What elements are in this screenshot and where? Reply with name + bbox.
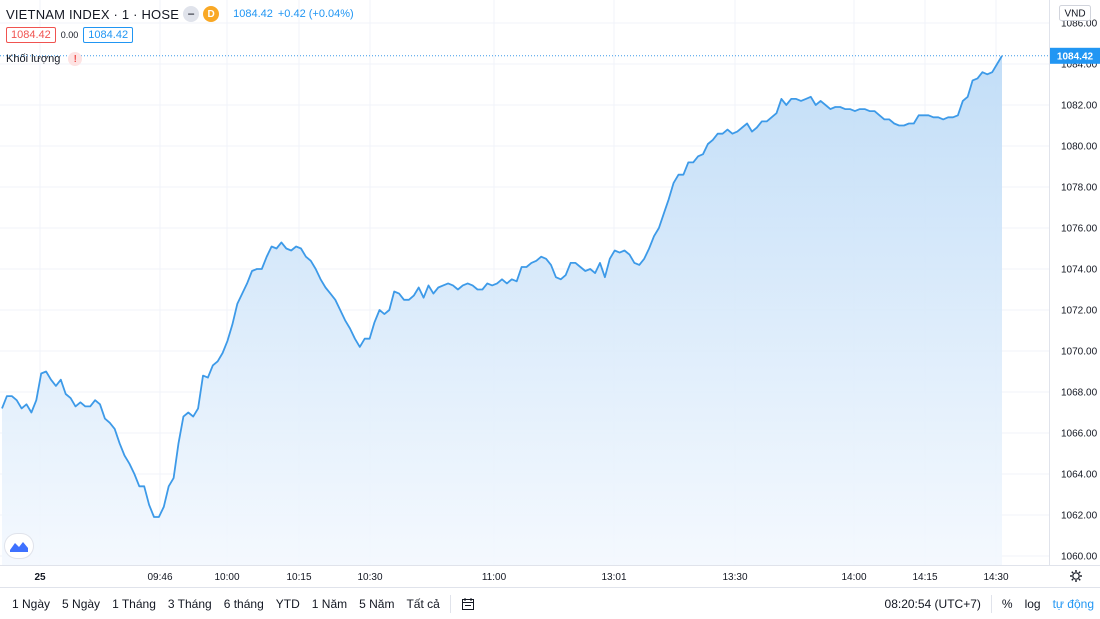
range-list: 1 Ngày 5 Ngày 1 Tháng 3 Tháng 6 tháng YTD 1 Nă… [6, 593, 446, 615]
toolbar-divider [449, 594, 451, 613]
y-tick-label: 1066.00 [1061, 429, 1098, 440]
tradingview-logo-icon[interactable] [5, 534, 33, 558]
range-button[interactable]: 1 Tháng [112, 596, 156, 611]
y-tick-label: 1064.00 [1061, 470, 1098, 481]
x-tick-label: 25 [34, 572, 46, 583]
range-button[interactable]: 3 Tháng [167, 596, 212, 611]
x-tick-label: 10:00 [214, 572, 239, 583]
y-tick-label: 1074.00 [1061, 265, 1098, 276]
spread-value: 0.00 [60, 30, 79, 40]
warning-icon[interactable]: ! [68, 52, 83, 66]
date-range-icon[interactable] [455, 597, 481, 611]
range-button[interactable]: 6 tháng [223, 596, 264, 611]
y-tick-label: 1080.00 [1061, 142, 1098, 153]
x-tick-label: 14:15 [912, 572, 937, 583]
legend-title-row: VIETNAM INDEX · 1 · HOSE − D 1084.42 +0.… [6, 6, 354, 22]
range-button[interactable]: 1 Ngày [12, 596, 51, 611]
minus-icon[interactable]: − [183, 6, 200, 22]
ask-price-box[interactable]: 1084.42 [83, 27, 134, 43]
y-tick-label: 1076.00 [1061, 224, 1098, 235]
legend-price-row: 1084.42 0.00 1084.42 [6, 27, 134, 43]
clock-time[interactable]: 08:20:54 (UTC+7) [884, 596, 981, 611]
last-price-label: 1084.42 [1050, 47, 1100, 64]
interval-badge[interactable]: D [203, 6, 220, 22]
y-tick-label: 1060.00 [1061, 552, 1098, 563]
y-tick-label: 1062.00 [1061, 511, 1098, 522]
range-button[interactable]: 5 Năm [359, 596, 395, 611]
area-fill [2, 55, 1002, 566]
series-line [1, 55, 1003, 518]
y-tick-label: 1072.00 [1061, 306, 1098, 317]
toolbar-right: 08:20:54 (UTC+7) % log tự động [879, 588, 1100, 619]
bottom-toolbar: 1 Ngày 5 Ngày 1 Tháng 3 Tháng 6 tháng YTD 1 Nă… [0, 587, 1100, 619]
x-tick-label: 14:00 [841, 572, 866, 583]
last-price-text: 1084.42 [1057, 51, 1094, 62]
range-button[interactable]: 5 Ngày [62, 596, 101, 611]
percent-toggle[interactable]: % [1001, 596, 1013, 611]
last-price: 1084.42 [233, 8, 273, 20]
symbol-title: VIETNAM INDEX · 1 · HOSE [6, 6, 180, 22]
range-button[interactable]: Tất cả [406, 596, 440, 611]
toolbar-divider-right [990, 594, 992, 613]
y-tick-label: 1084.00 [1061, 60, 1098, 71]
x-tick-label: 10:15 [286, 572, 311, 583]
x-tick-label: 13:01 [601, 572, 626, 583]
y-tick-label: 1086.00 [1061, 19, 1098, 30]
log-toggle[interactable]: log [1024, 596, 1041, 611]
x-tick-label: 14:30 [983, 572, 1008, 583]
currency-text: VND [1064, 9, 1085, 20]
y-tick-label: 1082.00 [1061, 101, 1098, 112]
range-button[interactable]: 1 Năm [311, 596, 348, 611]
y-tick-label: 1078.00 [1061, 183, 1098, 194]
range-button[interactable]: YTD [275, 596, 300, 611]
volume-label: Khối lượng [6, 53, 61, 65]
chart-area[interactable]: 1060.00 1062.00 1064.00 1066.00 1068.00 1070.… [0, 0, 1100, 585]
price-chart[interactable]: 1060.00 1062.00 1064.00 1066.00 1068.00 1070.… [0, 0, 1100, 585]
volume-legend: Khối lượng ! [6, 52, 83, 66]
bid-price-box[interactable]: 1084.42 [6, 27, 56, 43]
auto-scale-toggle[interactable]: tự động [1052, 596, 1094, 611]
x-tick-label: 11:00 [482, 572, 507, 583]
y-tick-label: 1070.00 [1061, 347, 1098, 358]
y-tick-label: 1068.00 [1061, 388, 1098, 399]
currency-label: VND [1059, 5, 1091, 21]
settings-gear-icon[interactable] [1070, 570, 1082, 582]
price-change: +0.42 (+0.04%) [277, 8, 354, 20]
x-tick-label: 13:30 [722, 572, 747, 583]
x-tick-label: 09:46 [147, 572, 172, 583]
x-tick-label: 10:30 [357, 572, 382, 583]
